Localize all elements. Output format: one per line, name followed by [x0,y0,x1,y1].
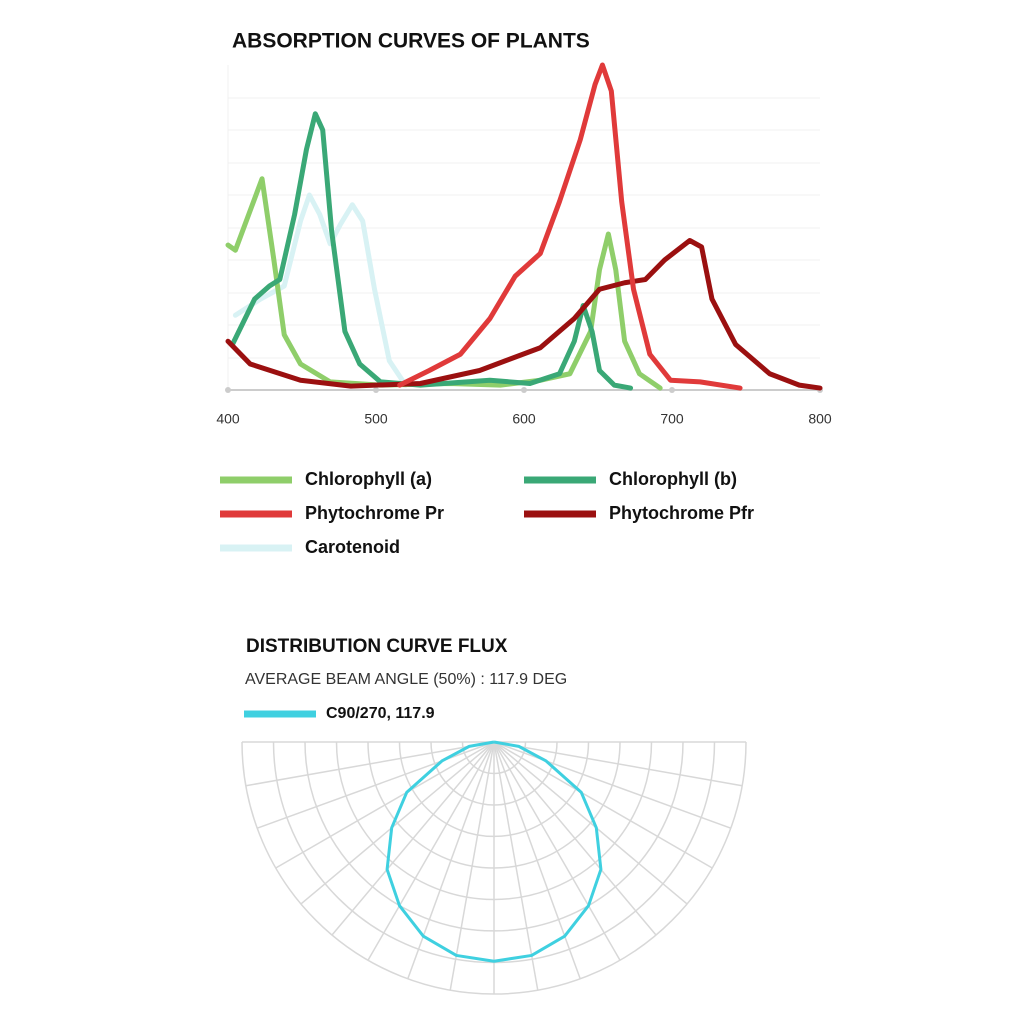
polar-grid [241,741,747,995]
grid-spoke [493,741,581,980]
grid-spoke [493,741,743,787]
series-line [225,176,663,391]
legend-label: Phytochrome Pfr [609,503,754,523]
chart-title: DISTRIBUTION CURVE FLUX [246,636,508,657]
grid-spoke [493,741,539,991]
x-tick [225,387,231,393]
legend-label: C90/270, 117.9 [326,705,435,722]
grid-spoke [493,741,713,869]
chart-title: ABSORPTION CURVES OF PLANTS [232,30,590,53]
grid-spoke [493,741,657,936]
series-line [229,111,634,391]
series-line [232,192,409,388]
grid-spoke [493,741,732,829]
x-tick-label: 500 [364,411,388,427]
x-tick-label: 600 [512,411,536,427]
grid-spoke [245,741,495,787]
x-tick-label: 800 [808,411,832,427]
legend-label: Phytochrome Pr [305,503,444,523]
series-line [225,238,823,391]
x-tick [669,387,675,393]
series-line [397,62,743,391]
grid-spoke [367,741,495,961]
x-tick [373,387,379,393]
chart-subtitle: AVERAGE BEAM ANGLE (50%) : 117.9 DEG [245,671,567,688]
x-tick [521,387,527,393]
grid-spoke [331,741,495,936]
grid-spoke [407,741,495,980]
grid-spoke [300,741,495,905]
series-line [385,740,603,963]
grid-spoke [449,741,495,991]
legend-label: Chlorophyll (a) [305,469,432,489]
grid-spoke [493,741,688,905]
grid-spoke [275,741,495,869]
legend-label: Carotenoid [305,537,400,557]
grid-spoke [493,741,621,961]
legend-label: Chlorophyll (b) [609,469,737,489]
x-tick-label: 700 [660,411,684,427]
grid-spoke [256,741,495,829]
x-tick-label: 400 [216,411,240,427]
